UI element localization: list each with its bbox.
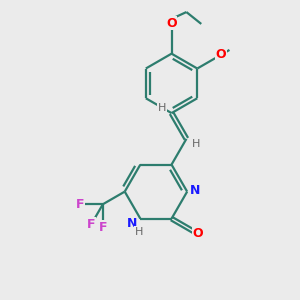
Text: O: O xyxy=(215,48,226,61)
Text: H: H xyxy=(158,103,166,113)
Text: F: F xyxy=(87,218,95,231)
Text: N: N xyxy=(190,184,201,196)
Text: N: N xyxy=(127,218,137,230)
Text: H: H xyxy=(135,227,143,237)
Text: F: F xyxy=(99,221,107,234)
Text: O: O xyxy=(166,16,177,29)
Text: O: O xyxy=(193,227,203,240)
Text: H: H xyxy=(192,139,200,149)
Text: F: F xyxy=(75,198,84,211)
